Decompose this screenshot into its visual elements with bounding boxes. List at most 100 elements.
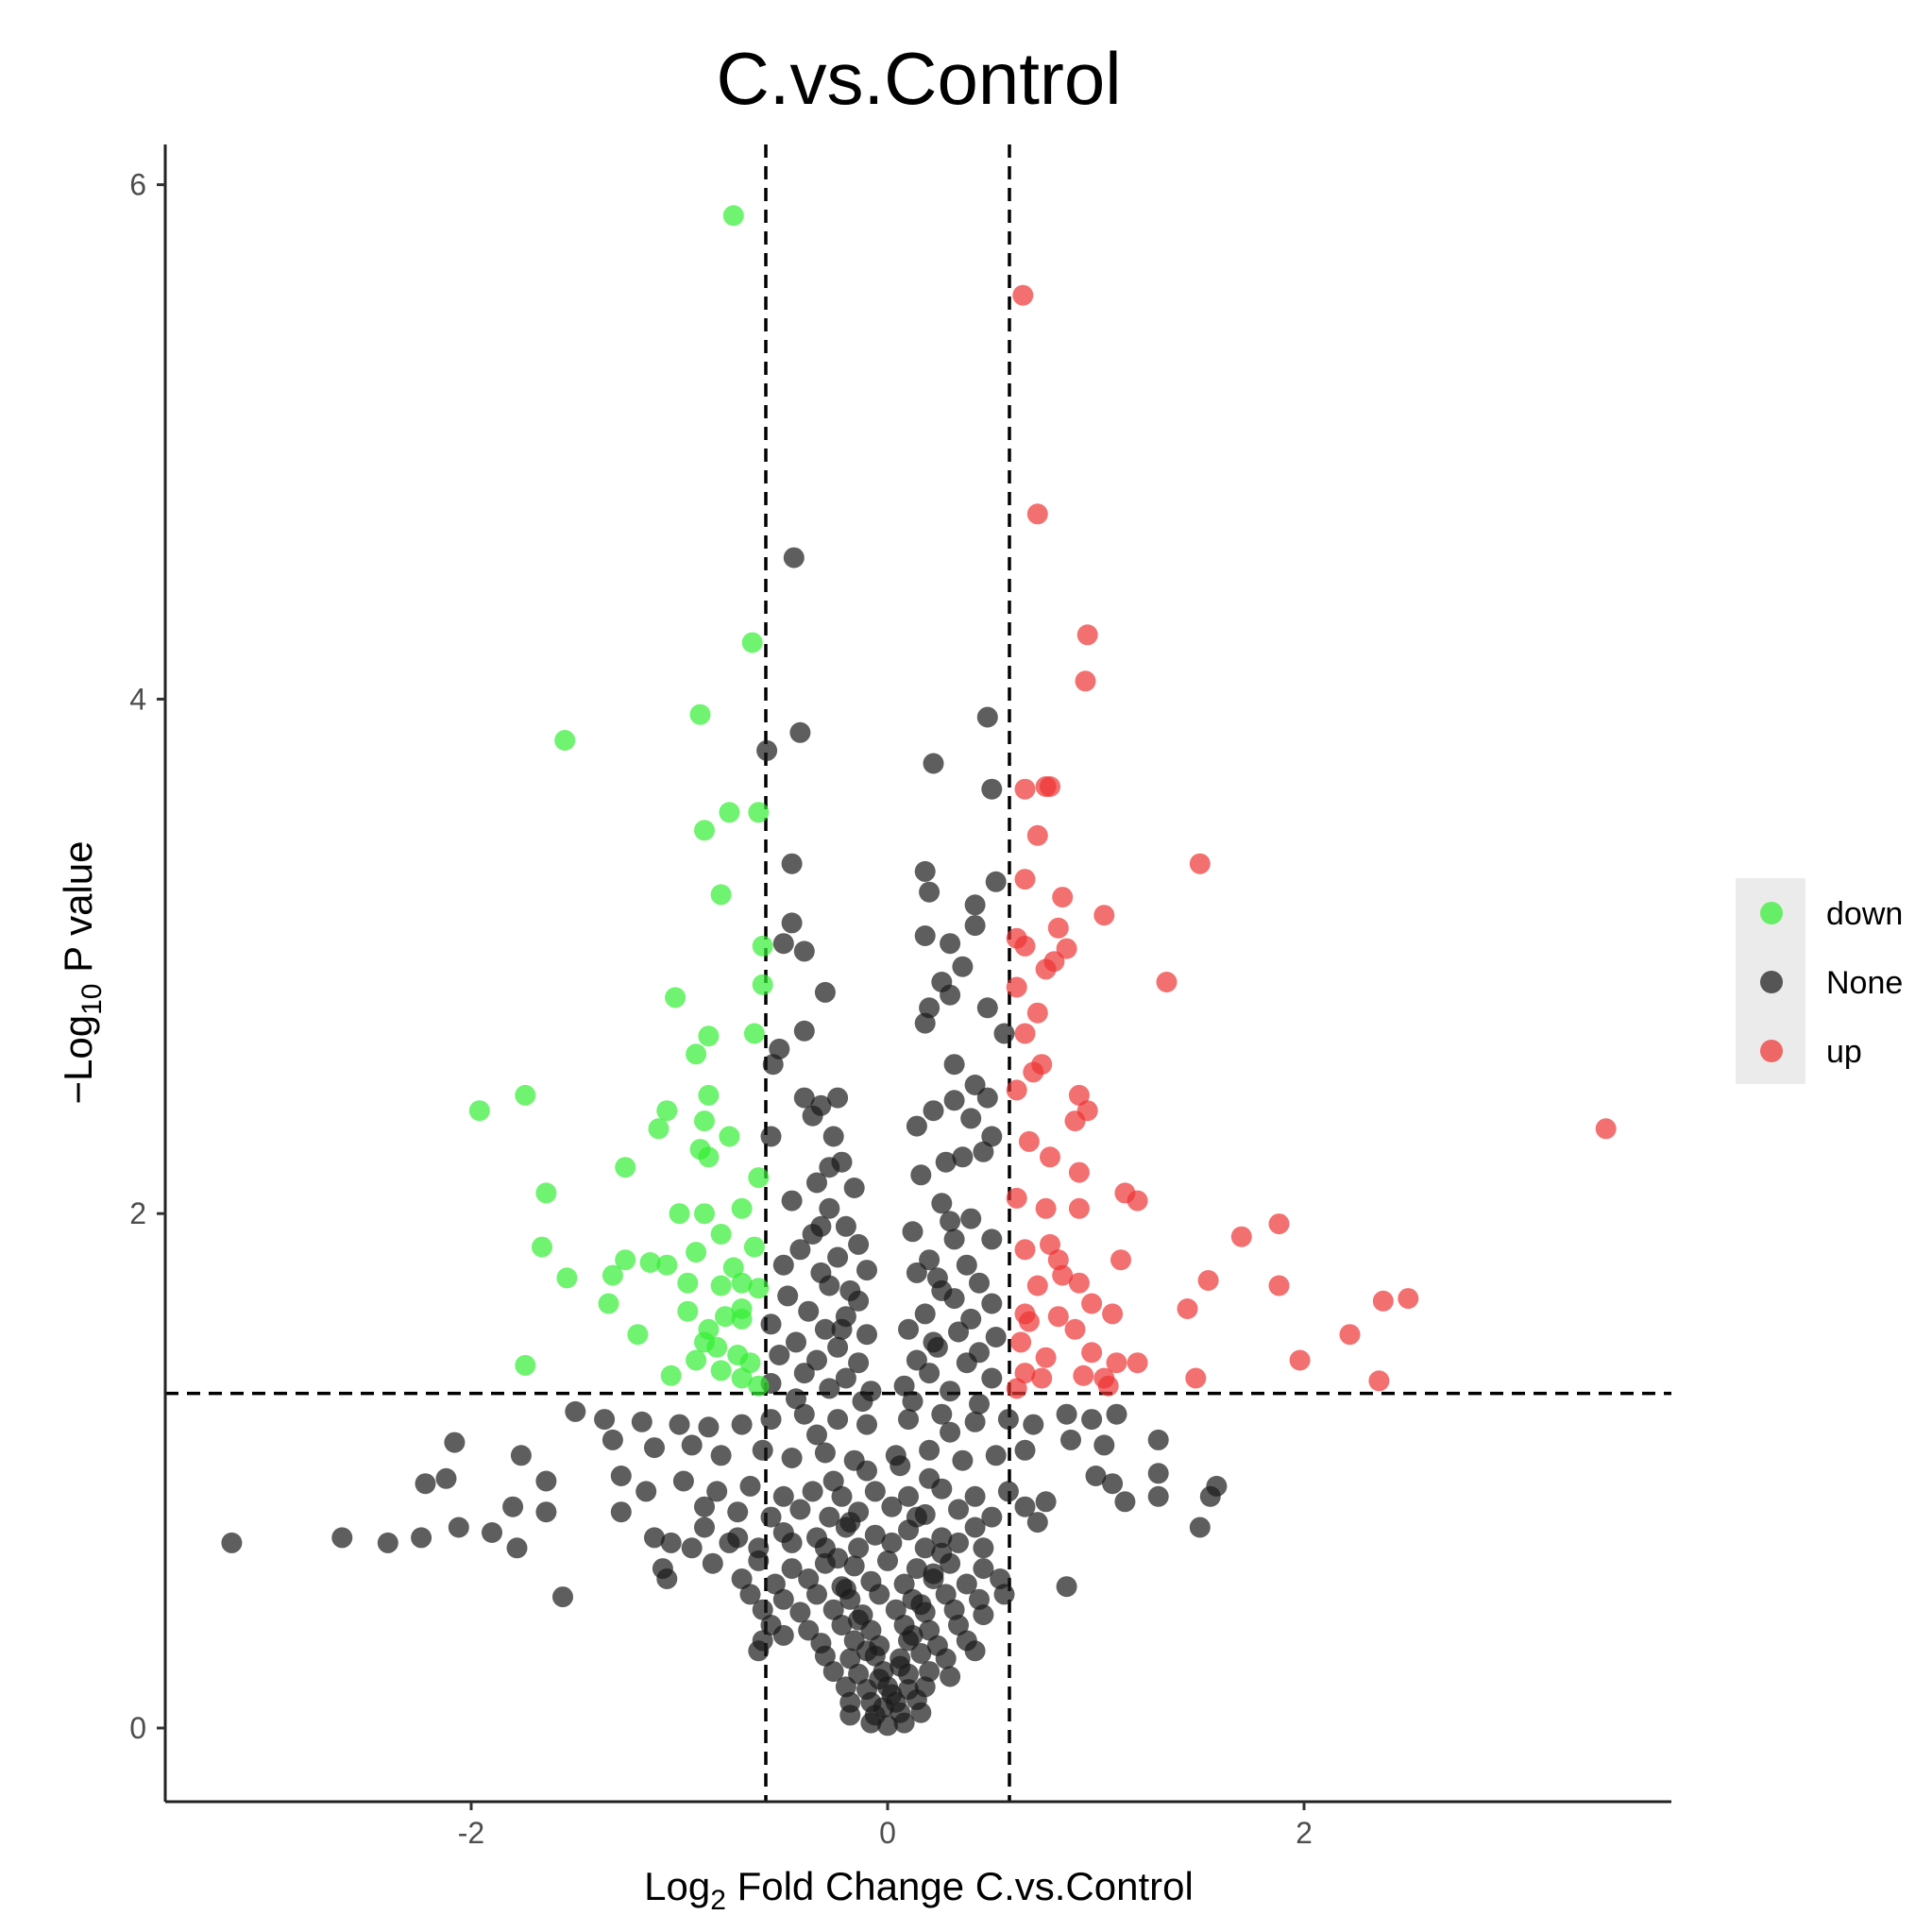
- point-none-92: [793, 1363, 815, 1384]
- point-up-17: [1156, 972, 1178, 992]
- point-up-48: [1398, 1288, 1419, 1310]
- y-tick-label-0: 0: [129, 1711, 146, 1745]
- point-none-137: [435, 1467, 457, 1489]
- point-up-61: [1106, 1352, 1127, 1374]
- point-none-236: [752, 1599, 773, 1620]
- point-none-62: [772, 1254, 794, 1276]
- point-none-203: [973, 1537, 994, 1559]
- point-none-49: [819, 1197, 840, 1219]
- point-down-38: [731, 1272, 753, 1294]
- y-tick-label-2: 2: [129, 1196, 146, 1230]
- point-none-240: [885, 1599, 907, 1620]
- point-none-261: [839, 1648, 861, 1669]
- point-none-60: [919, 1249, 941, 1271]
- point-none-206: [702, 1552, 723, 1574]
- point-down-23: [615, 1157, 636, 1178]
- point-down-32: [743, 1236, 765, 1258]
- point-none-169: [981, 1506, 1003, 1528]
- point-down-51: [706, 1336, 728, 1358]
- point-none-24: [993, 1023, 1015, 1044]
- point-up-53: [1047, 1306, 1069, 1328]
- point-none-250: [948, 1615, 969, 1635]
- point-none-40: [981, 1126, 1003, 1147]
- point-none-243: [973, 1604, 994, 1626]
- point-none-23: [914, 1012, 936, 1034]
- point-up-0: [1012, 284, 1034, 306]
- point-down-55: [710, 1360, 732, 1381]
- point-down-17: [656, 1100, 678, 1122]
- point-none-28: [943, 1054, 965, 1076]
- point-down-39: [556, 1267, 578, 1289]
- point-none-175: [448, 1517, 469, 1538]
- point-none-84: [827, 1336, 849, 1358]
- point-none-154: [1102, 1473, 1124, 1495]
- point-none-197: [781, 1532, 803, 1553]
- point-none-207: [748, 1550, 770, 1571]
- point-none-200: [881, 1532, 903, 1553]
- point-down-58: [731, 1367, 753, 1389]
- point-up-51: [1177, 1298, 1198, 1319]
- point-none-143: [706, 1481, 728, 1502]
- point-none-117: [1081, 1409, 1103, 1431]
- point-up-64: [1014, 1363, 1036, 1384]
- point-up-57: [1339, 1324, 1361, 1346]
- point-up-68: [1185, 1367, 1207, 1389]
- point-none-217: [764, 1573, 786, 1595]
- point-down-37: [602, 1264, 623, 1286]
- point-none-12: [772, 933, 794, 955]
- point-none-318: [940, 1211, 961, 1232]
- point-none-83: [786, 1331, 806, 1353]
- point-none-123: [681, 1434, 703, 1456]
- point-none-259: [748, 1640, 770, 1662]
- point-none-90: [906, 1349, 927, 1371]
- point-none-313: [831, 1318, 853, 1340]
- point-none-132: [985, 1445, 1007, 1466]
- point-none-87: [769, 1345, 790, 1365]
- point-none-106: [731, 1414, 753, 1435]
- point-none-282: [839, 1704, 861, 1726]
- point-none-81: [948, 1321, 969, 1343]
- point-none-308: [940, 1421, 961, 1443]
- point-none-80: [898, 1318, 919, 1340]
- y-axis-title-subscript: 10: [76, 984, 108, 1015]
- point-down-19: [694, 1110, 715, 1132]
- point-none-237: [789, 1602, 811, 1623]
- point-down-18: [648, 1118, 669, 1140]
- point-up-71: [1006, 1378, 1027, 1399]
- point-none-174: [1199, 1485, 1221, 1507]
- point-none-246: [831, 1615, 853, 1635]
- point-none-52: [835, 1215, 856, 1237]
- x-tick-label--2: -2: [458, 1816, 484, 1850]
- x-axis-ticks: -2 0 2: [458, 1802, 1313, 1850]
- point-down-59: [748, 1375, 770, 1397]
- point-down-31: [686, 1242, 707, 1263]
- point-up-54: [1102, 1303, 1124, 1325]
- point-none-233: [935, 1584, 957, 1605]
- point-none-226: [552, 1586, 573, 1608]
- point-none-97: [819, 1378, 840, 1399]
- point-up-23: [1023, 1061, 1044, 1083]
- point-down-35: [656, 1254, 678, 1276]
- point-none-131: [952, 1449, 974, 1471]
- point-none-88: [806, 1349, 827, 1371]
- point-none-76: [960, 1308, 982, 1330]
- point-down-1: [741, 632, 763, 653]
- point-none-195: [719, 1532, 740, 1553]
- point-down-43: [598, 1293, 619, 1314]
- point-down-36: [722, 1257, 744, 1279]
- x-axis-title-prefix: Log: [644, 1864, 710, 1908]
- point-none-298: [923, 1563, 944, 1585]
- point-down-14: [515, 1084, 536, 1106]
- y-axis-ticks: 0 2 4 6: [129, 168, 165, 1745]
- point-none-168: [948, 1499, 969, 1520]
- x-tick-label-0: 0: [879, 1816, 896, 1850]
- point-none-37: [960, 1108, 982, 1129]
- point-none-46: [843, 1178, 865, 1198]
- point-none-124: [710, 1445, 732, 1466]
- point-none-162: [760, 1506, 782, 1528]
- point-none-125: [752, 1439, 773, 1461]
- point-none-300: [931, 1542, 953, 1564]
- point-none-11: [964, 894, 986, 916]
- point-none-94: [919, 1363, 941, 1384]
- legend-label-up: up: [1826, 1034, 1862, 1070]
